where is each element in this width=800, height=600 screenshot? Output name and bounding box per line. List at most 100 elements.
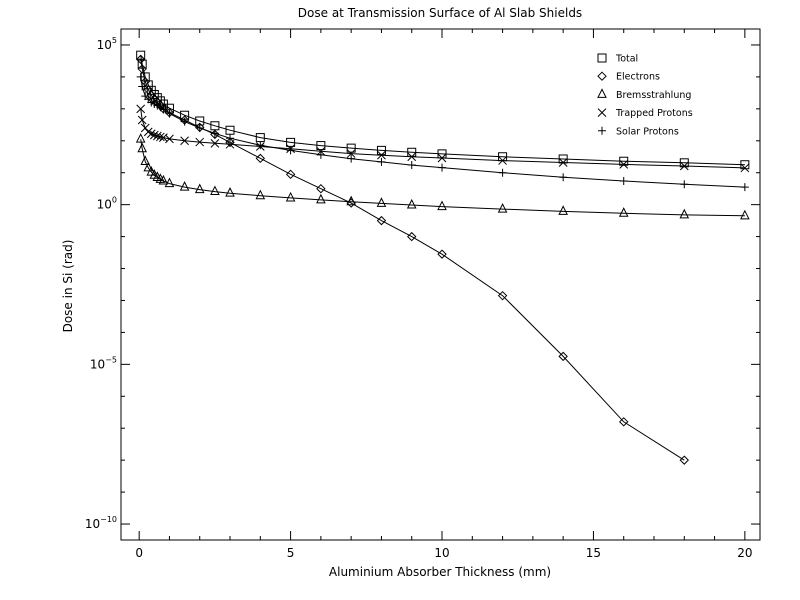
x-axis-label: Aluminium Absorber Thickness (mm) <box>329 565 551 579</box>
x-tick-label: 10 <box>434 546 449 560</box>
bremsstrahlung-point <box>679 208 690 219</box>
legend-item-solar-protons: Solar Protons <box>598 126 679 137</box>
x-tick-label: 5 <box>287 546 295 560</box>
total-point <box>740 160 750 170</box>
solar-protons-point <box>180 117 189 126</box>
bremsstrahlung-point <box>255 189 266 200</box>
bremsstrahlung-point <box>225 187 235 197</box>
x-tick-label: 20 <box>737 546 752 560</box>
trapped-protons-point <box>437 153 447 163</box>
trapped-protons-point <box>165 134 174 144</box>
solar-protons-point <box>740 183 749 192</box>
solar-protons-point <box>680 180 689 189</box>
solar-protons-point <box>256 141 265 150</box>
electrons-point <box>255 153 266 164</box>
electrons-point <box>407 231 417 242</box>
y-tick-label: 10−5 <box>90 355 117 371</box>
trapped-protons-point <box>498 156 507 165</box>
bremsstrahlung-point <box>346 195 356 206</box>
total-point <box>679 158 689 168</box>
solar-protons-point <box>136 72 145 81</box>
legend-label-trapped-protons: Trapped Protons <box>615 108 693 119</box>
chart-title: Dose at Transmission Surface of Al Slab … <box>298 6 582 20</box>
trapped-protons-point <box>137 115 147 125</box>
trapped-protons-point <box>149 130 159 140</box>
legend-item-bremsstrahlung: Bremsstrahlung <box>597 88 691 101</box>
bremsstrahlung-line <box>140 139 745 217</box>
electrons-point <box>558 351 568 362</box>
legend-marker-total <box>597 53 607 63</box>
trapped-protons-point <box>558 158 568 167</box>
bremsstrahlung-point <box>406 198 417 209</box>
bremsstrahlung-point <box>618 207 629 217</box>
bremsstrahlung-point <box>740 209 750 220</box>
trapped-protons-point <box>740 163 750 173</box>
legend-marker-solar-protons <box>598 126 606 135</box>
electrons-point <box>285 169 296 180</box>
trapped-protons-point <box>407 152 417 162</box>
legend-label-electrons: Electrons <box>616 72 660 83</box>
electrons-point <box>619 417 629 427</box>
electrons-point <box>376 215 387 226</box>
legend-label-total: Total <box>615 54 638 65</box>
trapped-protons-point <box>136 104 146 114</box>
total-point <box>376 145 386 155</box>
solar-protons-point <box>159 105 168 114</box>
plot-frame <box>120 28 761 541</box>
trapped-protons-point <box>225 139 235 149</box>
bremsstrahlung-point <box>316 193 326 204</box>
electrons-point <box>135 54 146 65</box>
series-bremsstrahlung <box>135 133 750 220</box>
solar-protons-point <box>347 154 356 163</box>
series-layer <box>135 50 750 465</box>
solar-protons-point <box>377 157 386 166</box>
bremsstrahlung-point <box>158 174 169 185</box>
total-point <box>619 156 629 166</box>
total-point <box>346 143 356 153</box>
solar-protons-point <box>165 109 174 118</box>
legend-marker-electrons <box>597 71 607 81</box>
trapped-protons-point <box>152 131 162 141</box>
bremsstrahlung-point <box>137 142 148 153</box>
legend-item-trapped-protons: Trapped Protons <box>597 108 693 119</box>
series-solar-protons <box>136 72 749 192</box>
solar-protons-point <box>619 177 628 186</box>
bremsstrahlung-point <box>164 177 175 188</box>
bremsstrahlung-point <box>558 205 568 215</box>
solar-protons-point <box>210 129 219 138</box>
legend-label-solar-protons: Solar Protons <box>616 126 679 137</box>
solar-protons-point <box>438 163 447 172</box>
y-tick-label: 100 <box>97 196 117 212</box>
y-axis-label: Dose in Si (rad) <box>61 240 75 333</box>
bremsstrahlung-point <box>135 133 146 143</box>
legend-marker-bremsstrahlung <box>597 88 607 98</box>
trapped-protons-point <box>210 138 220 148</box>
bremsstrahlung-point <box>140 155 151 166</box>
y-tick-label: 105 <box>97 36 117 52</box>
bremsstrahlung-point <box>179 180 190 191</box>
bremsstrahlung-point <box>146 165 157 176</box>
total-point <box>136 50 146 60</box>
trapped-protons-point <box>146 129 156 139</box>
solar-protons-point <box>498 168 507 177</box>
y-tick-label: 10−10 <box>85 515 117 531</box>
axis-ticks: 0 5 10 15 20 105 100 10−5 10−10 <box>85 29 760 560</box>
solar-protons-point <box>286 146 295 155</box>
x-tick-label: 15 <box>586 546 601 560</box>
bremsstrahlung-point <box>194 183 205 194</box>
bremsstrahlung-point <box>285 191 296 202</box>
electrons-point <box>497 290 508 301</box>
solar-protons-point <box>559 173 568 182</box>
bremsstrahlung-point <box>210 185 220 196</box>
legend-marker-trapped-protons <box>597 108 607 117</box>
trapped-protons-point <box>346 149 356 158</box>
legend-item-electrons: Electrons <box>597 71 660 83</box>
electrons-point <box>679 455 689 465</box>
total-point <box>316 141 326 151</box>
legend-label-bremsstrahlung: Bremsstrahlung <box>616 90 691 101</box>
electrons-point <box>437 249 447 259</box>
solar-protons-point <box>195 124 204 133</box>
total-line <box>140 55 745 166</box>
